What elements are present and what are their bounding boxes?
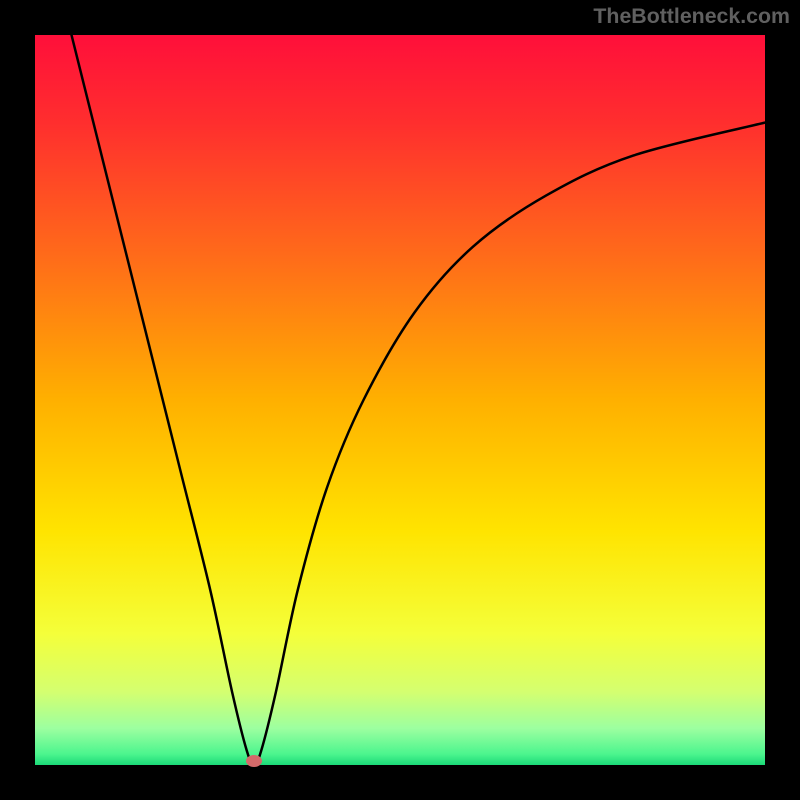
watermark-text: TheBottleneck.com bbox=[593, 4, 790, 29]
chart-container: TheBottleneck.com bbox=[0, 0, 800, 800]
optimum-marker bbox=[244, 753, 264, 769]
bottleneck-curve bbox=[0, 0, 800, 800]
